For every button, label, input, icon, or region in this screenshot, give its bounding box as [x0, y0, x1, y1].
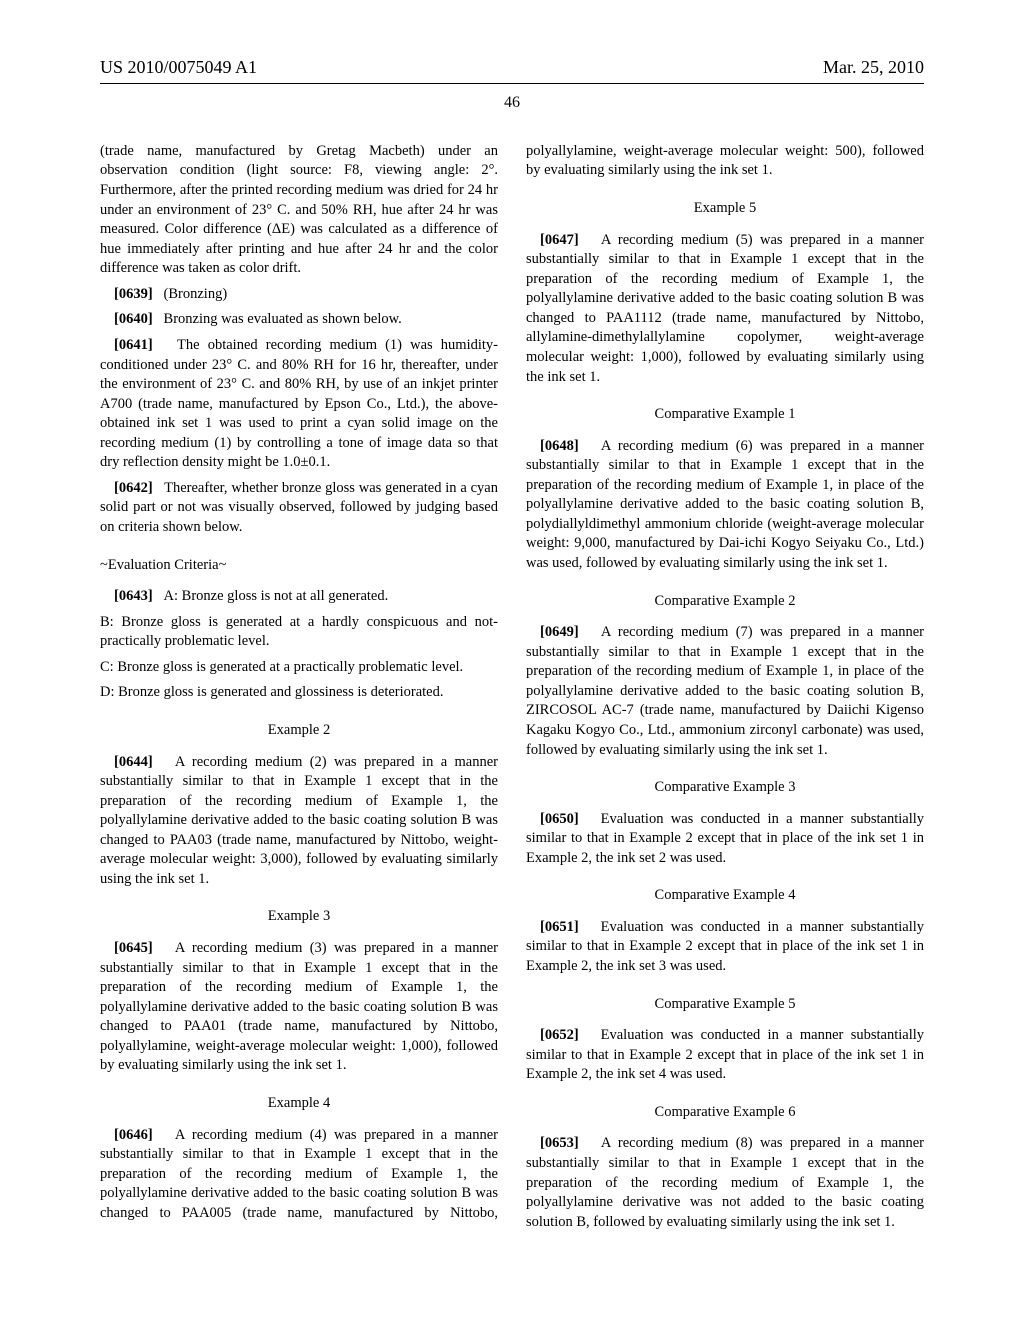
para-num-0651: [0651]: [540, 919, 579, 935]
paragraph-0644: [0644] A recording medium (2) was prepar…: [100, 753, 498, 890]
paragraph-0640: [0640] Bronzing was evaluated as shown b…: [100, 310, 498, 330]
paragraph-0647: [0647] A recording medium (5) was prepar…: [526, 231, 924, 388]
para-text-0647: A recording medium (5) was prepared in a…: [526, 232, 924, 385]
para-text-0642: Thereafter, whether bronze gloss was gen…: [100, 480, 498, 535]
comparative-example-3-heading: Comparative Example 3: [526, 778, 924, 798]
para-text-0649: A recording medium (7) was prepared in a…: [526, 624, 924, 757]
para-num-0653: [0653]: [540, 1135, 579, 1151]
para-text-0639: (Bronzing): [164, 286, 228, 302]
para-text-0640: Bronzing was evaluated as shown below.: [164, 311, 402, 327]
para-text-0641: The obtained recording medium (1) was hu…: [100, 337, 498, 470]
para-num-0643: [0643]: [114, 588, 153, 604]
publication-date: Mar. 25, 2010: [823, 55, 924, 79]
paragraph-continued: (trade name, manufactured by Gretag Macb…: [100, 142, 498, 279]
para-num-0652: [0652]: [540, 1027, 579, 1043]
paragraph-0648: [0648] A recording medium (6) was prepar…: [526, 437, 924, 574]
para-num-0642: [0642]: [114, 480, 153, 496]
para-num-0646: [0646]: [114, 1127, 153, 1143]
paragraph-0642: [0642] Thereafter, whether bronze gloss …: [100, 479, 498, 538]
para-text-0643: A: Bronze gloss is not at all generated.: [164, 588, 389, 604]
para-num-0647: [0647]: [540, 232, 579, 248]
paragraph-0650: [0650] Evaluation was conducted in a man…: [526, 810, 924, 869]
comparative-example-6-heading: Comparative Example 6: [526, 1103, 924, 1123]
paragraph-0641: [0641] The obtained recording medium (1)…: [100, 336, 498, 473]
para-text-0652: Evaluation was conducted in a manner sub…: [526, 1027, 924, 1082]
paragraph-0651: [0651] Evaluation was conducted in a man…: [526, 918, 924, 977]
para-text-0650: Evaluation was conducted in a manner sub…: [526, 811, 924, 866]
example-5-heading: Example 5: [526, 199, 924, 219]
para-num-0649: [0649]: [540, 624, 579, 640]
example-4-heading: Example 4: [100, 1094, 498, 1114]
example-2-heading: Example 2: [100, 721, 498, 741]
paragraph-0643: [0643] A: Bronze gloss is not at all gen…: [100, 587, 498, 607]
para-num-0639: [0639]: [114, 286, 153, 302]
paragraph-0639: [0639] (Bronzing): [100, 285, 498, 305]
criteria-c: C: Bronze gloss is generated at a practi…: [100, 658, 498, 678]
evaluation-criteria-label: ~Evaluation Criteria~: [100, 556, 498, 576]
page-number: 46: [100, 92, 924, 114]
comparative-example-4-heading: Comparative Example 4: [526, 886, 924, 906]
para-num-0644: [0644]: [114, 754, 153, 770]
example-3-heading: Example 3: [100, 907, 498, 927]
comparative-example-2-heading: Comparative Example 2: [526, 592, 924, 612]
para-text-0651: Evaluation was conducted in a manner sub…: [526, 919, 924, 974]
paragraph-0645: [0645] A recording medium (3) was prepar…: [100, 939, 498, 1076]
para-num-0640: [0640]: [114, 311, 153, 327]
criteria-b: B: Bronze gloss is generated at a hardly…: [100, 613, 498, 652]
paragraph-0649: [0649] A recording medium (7) was prepar…: [526, 623, 924, 760]
page-header: US 2010/0075049 A1 Mar. 25, 2010: [100, 55, 924, 84]
para-num-0641: [0641]: [114, 337, 153, 353]
para-num-0645: [0645]: [114, 940, 153, 956]
body-columns: (trade name, manufactured by Gretag Macb…: [100, 142, 924, 1232]
publication-number: US 2010/0075049 A1: [100, 55, 257, 79]
paragraph-0653: [0653] A recording medium (8) was prepar…: [526, 1134, 924, 1232]
para-text-0653: A recording medium (8) was prepared in a…: [526, 1135, 924, 1229]
comparative-example-5-heading: Comparative Example 5: [526, 995, 924, 1015]
para-text-0644: A recording medium (2) was prepared in a…: [100, 754, 498, 887]
para-text-0645: A recording medium (3) was prepared in a…: [100, 940, 498, 1073]
paragraph-0652: [0652] Evaluation was conducted in a man…: [526, 1026, 924, 1085]
criteria-d: D: Bronze gloss is generated and glossin…: [100, 683, 498, 703]
para-num-0648: [0648]: [540, 438, 579, 454]
comparative-example-1-heading: Comparative Example 1: [526, 405, 924, 425]
para-text-0648: A recording medium (6) was prepared in a…: [526, 438, 924, 571]
para-num-0650: [0650]: [540, 811, 579, 827]
